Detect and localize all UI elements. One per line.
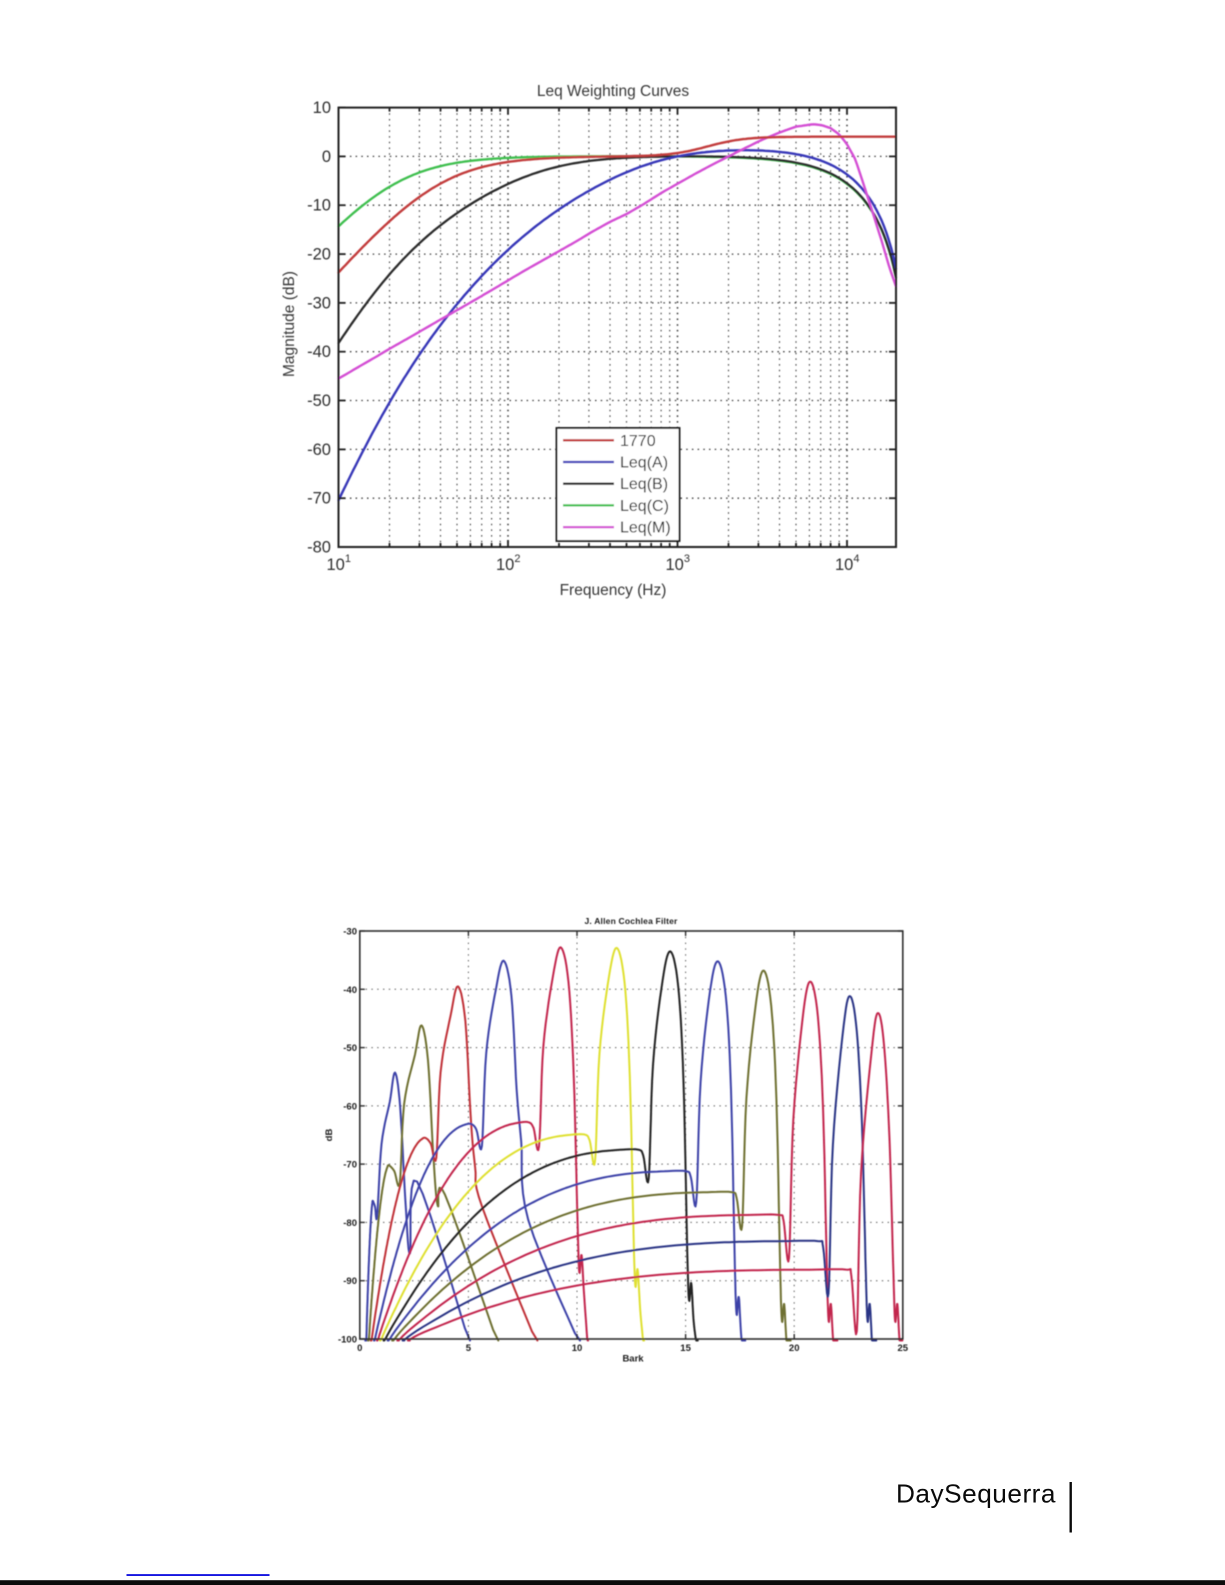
svg-text:-10: -10 (307, 197, 331, 215)
svg-text:Magnitude (dB): Magnitude (dB) (281, 271, 298, 377)
svg-text:-40: -40 (307, 343, 331, 361)
svg-text:0: 0 (357, 1343, 362, 1354)
svg-text:-60: -60 (307, 441, 331, 459)
svg-text:Leq(B): Leq(B) (620, 476, 668, 493)
svg-text:-30: -30 (343, 927, 357, 938)
svg-text:-50: -50 (307, 392, 331, 410)
svg-text:-40: -40 (343, 985, 357, 996)
svg-text:-60: -60 (343, 1101, 357, 1112)
svg-text:-80: -80 (307, 539, 331, 557)
svg-text:DaySequerra: DaySequerra (896, 1479, 1056, 1509)
svg-text:Leq(M): Leq(M) (620, 520, 671, 537)
svg-text:-50: -50 (343, 1043, 357, 1054)
svg-text:-70: -70 (343, 1160, 357, 1171)
svg-text:J. Allen Cochlea Filter: J. Allen Cochlea Filter (584, 916, 678, 926)
svg-text:1770: 1770 (620, 433, 656, 450)
svg-text:25: 25 (898, 1343, 909, 1354)
svg-text:Leq(A): Leq(A) (620, 455, 668, 472)
svg-text:0: 0 (322, 148, 331, 166)
svg-text:20: 20 (789, 1343, 800, 1354)
svg-text:10: 10 (313, 99, 331, 117)
svg-text:10: 10 (572, 1343, 583, 1354)
svg-text:-80: -80 (343, 1218, 357, 1229)
svg-text:-90: -90 (343, 1276, 357, 1287)
svg-text:Frequency (Hz): Frequency (Hz) (560, 582, 667, 599)
svg-text:-100: -100 (338, 1335, 357, 1346)
svg-text:-20: -20 (307, 246, 331, 264)
svg-text:Bark: Bark (622, 1354, 644, 1365)
svg-text:-30: -30 (307, 294, 331, 312)
svg-text:Leq Weighting Curves: Leq Weighting Curves (537, 83, 689, 100)
svg-text:-70: -70 (307, 490, 331, 508)
svg-text:Leq(C): Leq(C) (620, 498, 669, 515)
svg-text:5: 5 (466, 1343, 472, 1354)
svg-text:dB: dB (324, 1129, 335, 1142)
svg-text:15: 15 (680, 1343, 691, 1354)
